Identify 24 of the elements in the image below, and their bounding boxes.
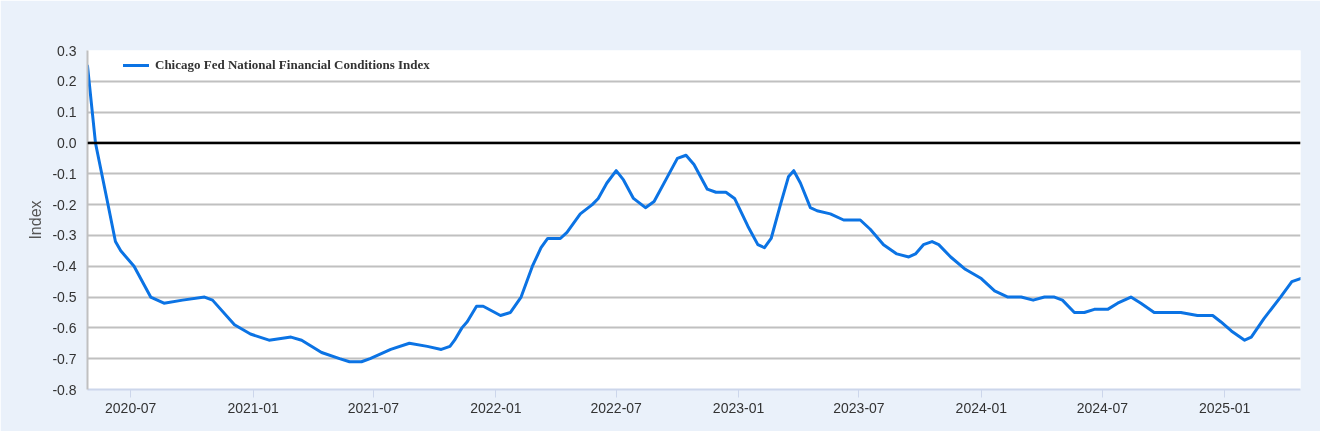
x-tick-label: 2023-07 — [833, 399, 885, 416]
y-tick-label: 0.3 — [57, 42, 77, 59]
x-tick-label: 2023-01 — [712, 399, 765, 416]
y-tick-label: 0.2 — [57, 73, 77, 90]
y-tick-label: 0.1 — [57, 104, 77, 121]
y-tick-label: -0.7 — [52, 350, 77, 367]
x-tick-label: 2021-07 — [347, 399, 400, 416]
x-tick-label: 2025-01 — [1199, 399, 1251, 416]
x-tick-label: 2022-01 — [470, 399, 522, 416]
y-tick-label: -0.5 — [52, 289, 77, 306]
y-tick-label: -0.1 — [52, 165, 77, 182]
x-tick-label: 2024-01 — [955, 399, 1008, 416]
y-axis-title: Index — [27, 200, 45, 240]
y-tick-label: -0.4 — [52, 258, 77, 275]
x-tick-label: 2024-07 — [1076, 399, 1129, 416]
x-tick-label: 2022-07 — [590, 399, 643, 416]
legend-label: Chicago Fed National Financial Conditions Index — [155, 57, 430, 73]
x-tick-label: 2021-01 — [227, 399, 279, 416]
y-tick-label: -0.2 — [52, 196, 77, 213]
y-tick-label: -0.3 — [52, 227, 77, 244]
y-tick-label: -0.8 — [52, 381, 77, 398]
y-tick-label: 0.0 — [57, 134, 77, 151]
y-tick-label: -0.6 — [52, 319, 77, 336]
x-tick-label: 2020-07 — [105, 399, 157, 416]
